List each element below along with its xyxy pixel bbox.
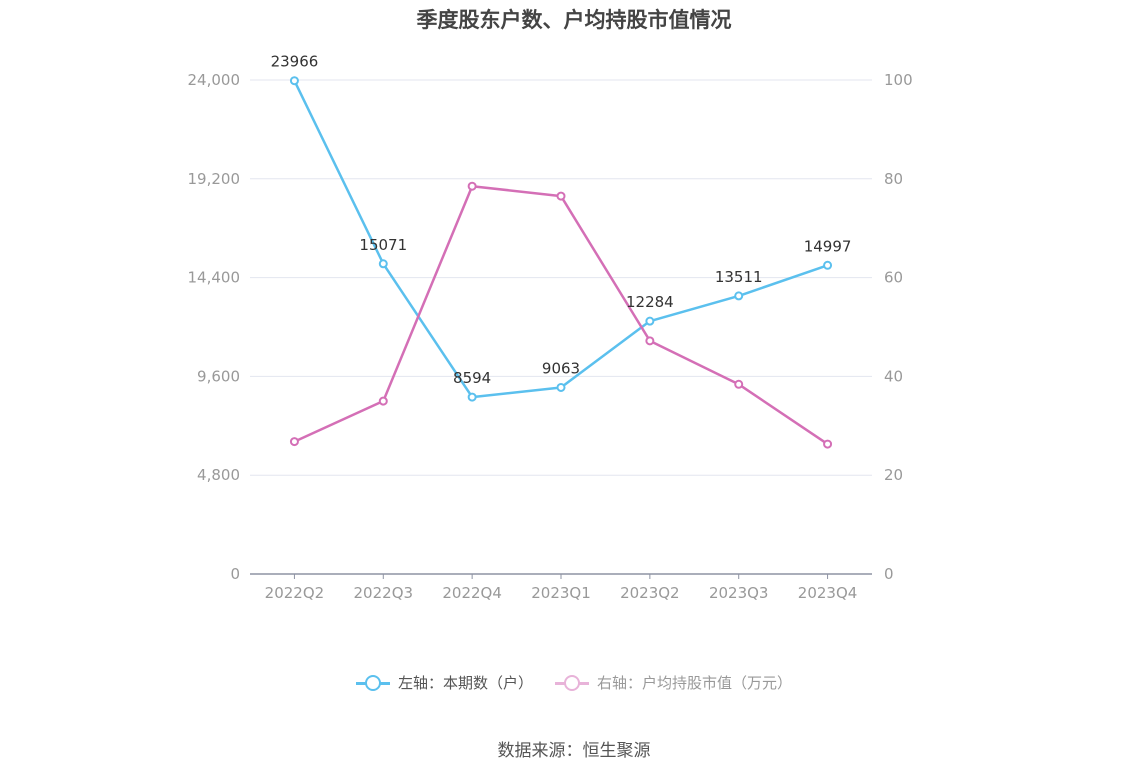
y-left-tick-label: 0	[230, 565, 240, 583]
data-labels: 23966 15071 8594 9063 12284 13511 14997	[271, 53, 852, 387]
data-point-left	[467, 392, 477, 402]
data-label: 9063	[542, 359, 580, 377]
y-axis-left: 0 4,800 9,600 14,400 19,200 24,000	[188, 71, 241, 583]
series-layer	[289, 76, 833, 449]
y-axis-right: 0 20 40 60 80 100	[884, 71, 913, 583]
y-left-tick-label: 4,800	[197, 466, 240, 484]
data-label: 23966	[271, 53, 319, 71]
legend-item-right-series[interactable]: 右轴：户均持股市值（万元）	[555, 672, 792, 693]
y-right-tick-label: 40	[884, 367, 903, 385]
data-source: 数据来源：恒生聚源	[497, 741, 651, 761]
data-label: 13511	[715, 268, 763, 286]
data-point-left	[645, 316, 655, 326]
y-left-tick-label: 9,600	[197, 367, 240, 385]
legend-label-right: 右轴：户均持股市值（万元）	[597, 674, 793, 692]
x-tick-label: 2022Q3	[354, 584, 414, 602]
x-tick-label: 2023Q4	[798, 584, 858, 602]
y-right-tick-label: 60	[884, 269, 903, 287]
data-point-right	[467, 181, 477, 191]
data-point-right	[645, 336, 655, 346]
y-left-tick-label: 24,000	[188, 71, 241, 89]
x-axis: 2022Q2 2022Q3 2022Q4 2023Q1 2023Q2 2023Q3 2023…	[250, 573, 872, 602]
data-point-right	[378, 396, 388, 406]
data-point-left	[556, 382, 566, 392]
data-label: 8594	[453, 369, 491, 387]
legend-marker-right	[555, 674, 589, 692]
data-point-left	[734, 291, 744, 301]
y-right-tick-label: 0	[884, 565, 894, 583]
y-right-tick-label: 100	[884, 71, 913, 89]
data-point-left	[378, 259, 388, 269]
data-label: 15071	[359, 236, 407, 254]
legend-marker-left	[355, 674, 390, 692]
y-right-tick-label: 20	[884, 466, 903, 484]
data-point-right	[823, 439, 833, 449]
x-tick-label: 2023Q2	[620, 584, 680, 602]
data-point-right	[734, 379, 744, 389]
data-label: 14997	[804, 237, 852, 255]
data-point-right	[289, 437, 299, 447]
y-left-tick-label: 14,400	[188, 269, 241, 287]
x-tick-label: 2023Q1	[531, 584, 591, 602]
data-point-left	[289, 76, 299, 86]
x-tick-label: 2022Q4	[442, 584, 502, 602]
y-left-tick-label: 19,200	[188, 170, 241, 188]
legend-item-left-series[interactable]: 左轴：本期数（户）	[355, 672, 533, 693]
x-tick-label: 2022Q2	[265, 584, 325, 602]
legend: 左轴：本期数（户） 右轴：户均持股市值（万元）	[0, 672, 1148, 693]
y-right-tick-label: 80	[884, 170, 903, 188]
chart-title: 季度股东户数、户均持股市值情况	[416, 8, 732, 32]
data-label: 12284	[626, 293, 674, 311]
grid-lines	[250, 79, 872, 476]
x-tick-label: 2023Q3	[709, 584, 769, 602]
legend-label-left: 左轴：本期数（户）	[397, 674, 533, 692]
series-line-right	[293, 184, 829, 446]
data-point-right	[556, 191, 566, 201]
data-point-left	[823, 260, 833, 270]
